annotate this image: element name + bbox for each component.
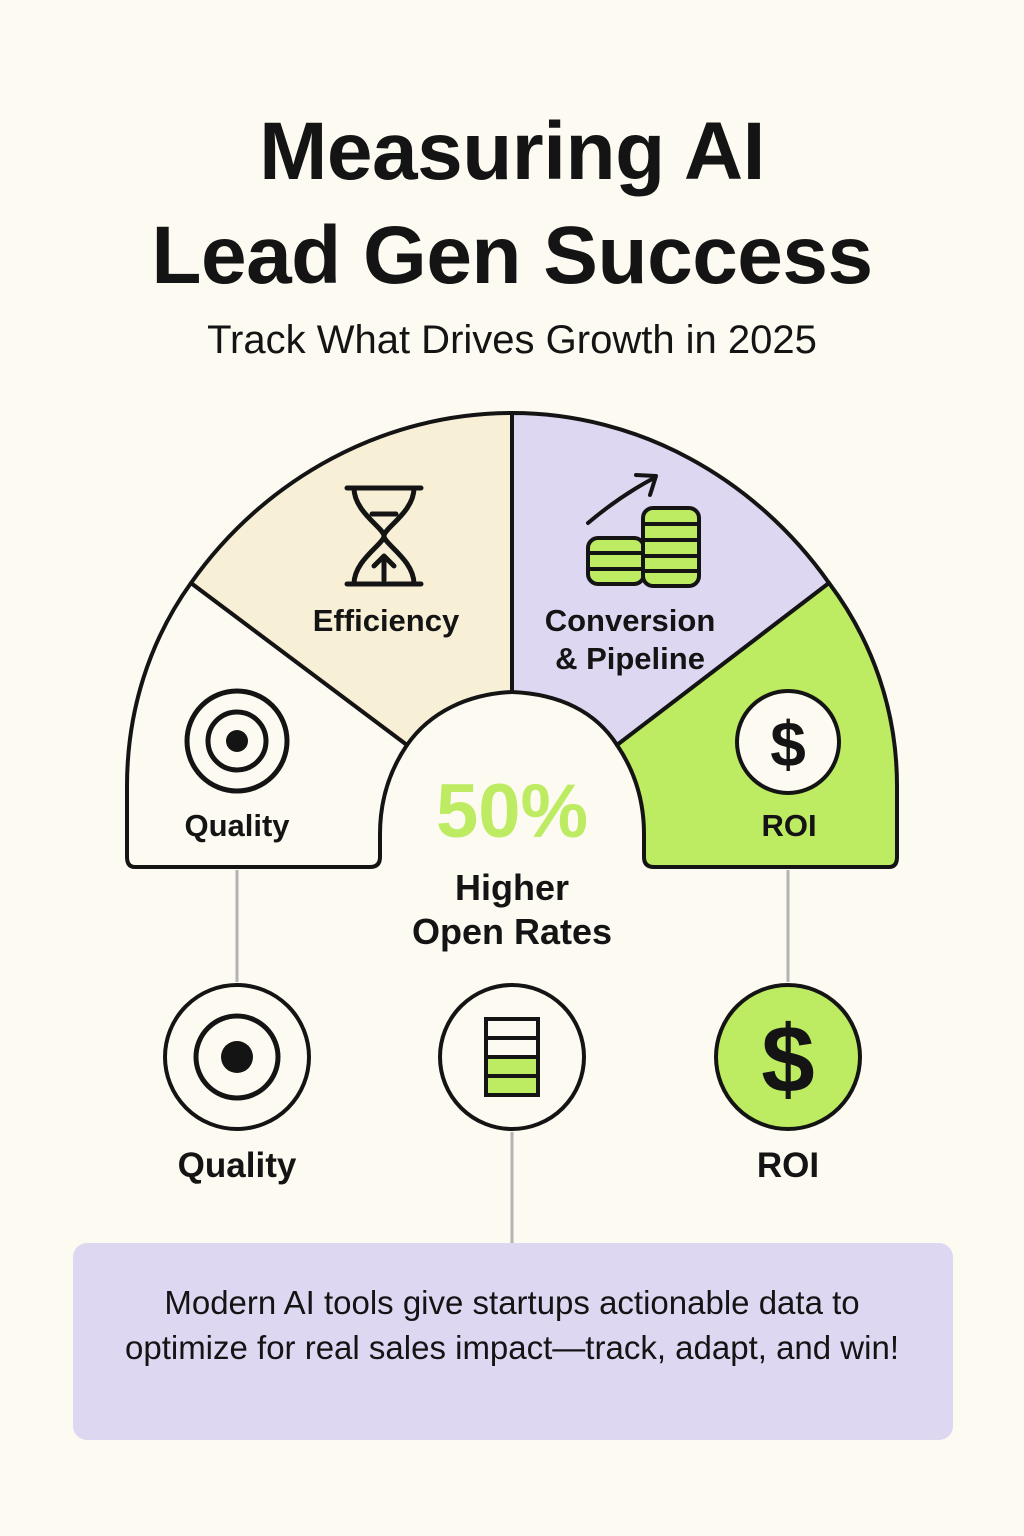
gauge-label-conversion-line-1: Conversion (544, 603, 716, 638)
summary-note-text: Modern AI tools give startups actionable… (124, 1284, 899, 1366)
gauge-label-conversion: Conversion & Pipeline (510, 602, 750, 678)
gauge-label-roi: ROI (761, 808, 817, 843)
stat-label: Higher Open Rates (362, 866, 662, 954)
dollar-icon: $ (714, 983, 862, 1131)
target-icon (184, 688, 290, 794)
stat-label-line-1: Higher (454, 867, 569, 908)
bottom-label-quality: Quality (177, 1146, 297, 1185)
coins-growth-icon (586, 473, 701, 588)
gauge-label-efficiency: Efficiency (312, 603, 460, 638)
dollar-icon: $ (735, 689, 841, 795)
page-title: Measuring AI Lead Gen Success (0, 100, 1024, 308)
title-line-1: Measuring AI (259, 106, 765, 197)
gauge-segment-efficiency (189, 411, 514, 747)
svg-text:$: $ (770, 708, 806, 780)
stat-value: 50% (435, 769, 589, 854)
stat-label-line-2: Open Rates (411, 911, 613, 952)
summary-note-box (73, 1243, 953, 1440)
gauge-segment-quality (125, 581, 409, 869)
stacked-bars-icon (438, 983, 586, 1131)
hourglass-icon (344, 485, 424, 587)
target-icon (163, 983, 311, 1131)
svg-text:$: $ (761, 1006, 814, 1113)
gauge-label-conversion-line-2: & Pipeline (555, 641, 705, 676)
title-line-2: Lead Gen Success (151, 210, 873, 301)
gauge-label-quality: Quality (184, 808, 290, 843)
page-subtitle: Track What Drives Growth in 2025 (207, 318, 817, 362)
bottom-label-roi: ROI (756, 1146, 820, 1185)
